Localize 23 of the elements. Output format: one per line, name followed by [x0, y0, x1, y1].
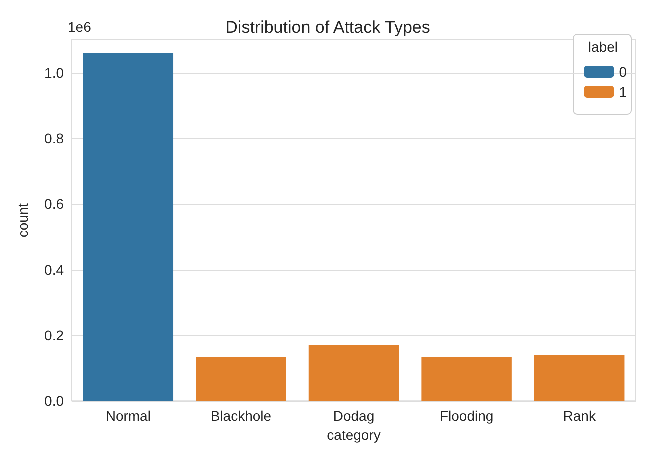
legend-title: label [588, 39, 618, 55]
bar [422, 357, 512, 402]
y-tick-label: 1.0 [44, 64, 64, 81]
chart-title: Distribution of Attack Types [226, 18, 430, 37]
y-tick-label: 0.8 [44, 130, 64, 146]
legend-label: 0 [619, 64, 628, 80]
bar [83, 53, 174, 402]
x-tick-label: Dodag [333, 408, 375, 424]
x-tick-label: Rank [563, 408, 597, 424]
bar [534, 355, 625, 402]
x-tick-label: Normal [106, 408, 151, 424]
text: 1e6 [68, 19, 92, 35]
bar [196, 357, 286, 402]
x-tick-label: Blackhole [210, 408, 272, 424]
y-axis-title: count [15, 203, 31, 238]
y-tick-label: 0.0 [44, 393, 64, 410]
y-tick-label: 0.4 [44, 262, 64, 278]
y-tick-label: 0.2 [44, 327, 64, 344]
x-tick-label: Flooding [440, 408, 494, 424]
legend-label: 1 [619, 84, 628, 100]
x-axis-title: category [327, 427, 381, 443]
y-tick-label: 0.6 [44, 196, 64, 212]
bar [308, 344, 400, 402]
